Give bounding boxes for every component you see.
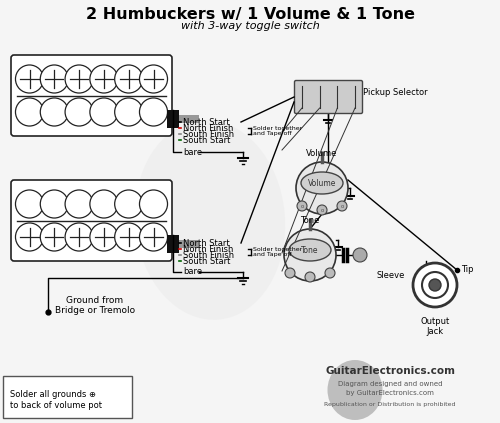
Circle shape bbox=[90, 190, 118, 218]
Circle shape bbox=[422, 272, 448, 298]
Text: South Start: South Start bbox=[183, 135, 230, 145]
Circle shape bbox=[140, 190, 168, 218]
Text: Ground from
Bridge or Tremolo: Ground from Bridge or Tremolo bbox=[55, 296, 135, 316]
Circle shape bbox=[65, 98, 93, 126]
Text: Pickup Selector: Pickup Selector bbox=[363, 88, 428, 96]
Circle shape bbox=[413, 263, 457, 307]
Bar bbox=[179, 115, 199, 123]
Text: North Start: North Start bbox=[183, 239, 230, 247]
Text: Solder all grounds ⊕
to back of volume pot: Solder all grounds ⊕ to back of volume p… bbox=[10, 390, 102, 410]
Text: Tone: Tone bbox=[301, 245, 319, 255]
Circle shape bbox=[140, 98, 168, 126]
Text: South Start: South Start bbox=[183, 256, 230, 266]
Ellipse shape bbox=[289, 239, 331, 261]
Text: Volume: Volume bbox=[306, 149, 338, 158]
Circle shape bbox=[16, 223, 44, 251]
Circle shape bbox=[114, 223, 142, 251]
Circle shape bbox=[285, 268, 295, 278]
Circle shape bbox=[296, 162, 348, 214]
Circle shape bbox=[325, 268, 335, 278]
Text: with 3-way toggle switch: with 3-way toggle switch bbox=[180, 21, 320, 31]
Circle shape bbox=[337, 201, 347, 211]
Circle shape bbox=[90, 223, 118, 251]
FancyBboxPatch shape bbox=[294, 80, 362, 113]
Text: bare: bare bbox=[183, 267, 202, 277]
Text: o: o bbox=[300, 203, 304, 209]
Text: Tip: Tip bbox=[461, 266, 473, 275]
Circle shape bbox=[65, 190, 93, 218]
FancyBboxPatch shape bbox=[3, 376, 132, 418]
Circle shape bbox=[114, 98, 142, 126]
Circle shape bbox=[114, 190, 142, 218]
Ellipse shape bbox=[328, 360, 382, 420]
Circle shape bbox=[140, 65, 168, 93]
Circle shape bbox=[90, 98, 118, 126]
Circle shape bbox=[429, 279, 441, 291]
Ellipse shape bbox=[135, 120, 285, 320]
Circle shape bbox=[353, 248, 367, 262]
Circle shape bbox=[16, 98, 44, 126]
Circle shape bbox=[317, 205, 327, 215]
Circle shape bbox=[16, 190, 44, 218]
Circle shape bbox=[40, 98, 68, 126]
Text: North Start: North Start bbox=[183, 118, 230, 126]
Text: North Finish: North Finish bbox=[183, 244, 234, 253]
Text: Republication or Distribution is prohibited: Republication or Distribution is prohibi… bbox=[324, 401, 456, 407]
Text: North Finish: North Finish bbox=[183, 124, 234, 132]
Ellipse shape bbox=[301, 172, 343, 194]
Text: 2 Humbuckers w/ 1 Volume & 1 Tone: 2 Humbuckers w/ 1 Volume & 1 Tone bbox=[86, 6, 414, 22]
Text: South Finish: South Finish bbox=[183, 129, 234, 138]
Circle shape bbox=[65, 223, 93, 251]
Text: Output
Jack: Output Jack bbox=[420, 317, 450, 336]
Bar bbox=[167, 110, 179, 128]
Text: GuitarElectronics.com: GuitarElectronics.com bbox=[325, 366, 455, 376]
Circle shape bbox=[40, 190, 68, 218]
Text: Solder together
and Tape off: Solder together and Tape off bbox=[253, 247, 302, 258]
Text: o: o bbox=[320, 208, 324, 212]
Text: bare: bare bbox=[183, 148, 202, 157]
Circle shape bbox=[90, 65, 118, 93]
Circle shape bbox=[284, 229, 336, 281]
Text: Solder together
and Tape off: Solder together and Tape off bbox=[253, 126, 302, 136]
FancyBboxPatch shape bbox=[11, 180, 172, 261]
Text: Tone: Tone bbox=[300, 216, 320, 225]
Circle shape bbox=[140, 223, 168, 251]
Circle shape bbox=[305, 272, 315, 282]
FancyBboxPatch shape bbox=[11, 55, 172, 136]
Text: o: o bbox=[340, 203, 344, 209]
Text: by GuitarElectronics.com: by GuitarElectronics.com bbox=[346, 390, 434, 396]
Circle shape bbox=[40, 223, 68, 251]
Text: South Finish: South Finish bbox=[183, 250, 234, 259]
Circle shape bbox=[16, 65, 44, 93]
Text: Sleeve: Sleeve bbox=[376, 270, 405, 280]
Circle shape bbox=[114, 65, 142, 93]
Text: Diagram designed and owned: Diagram designed and owned bbox=[338, 381, 442, 387]
Bar bbox=[179, 240, 199, 248]
Circle shape bbox=[40, 65, 68, 93]
Bar bbox=[167, 235, 179, 253]
Text: Volume: Volume bbox=[308, 179, 336, 187]
Circle shape bbox=[297, 201, 307, 211]
Circle shape bbox=[65, 65, 93, 93]
